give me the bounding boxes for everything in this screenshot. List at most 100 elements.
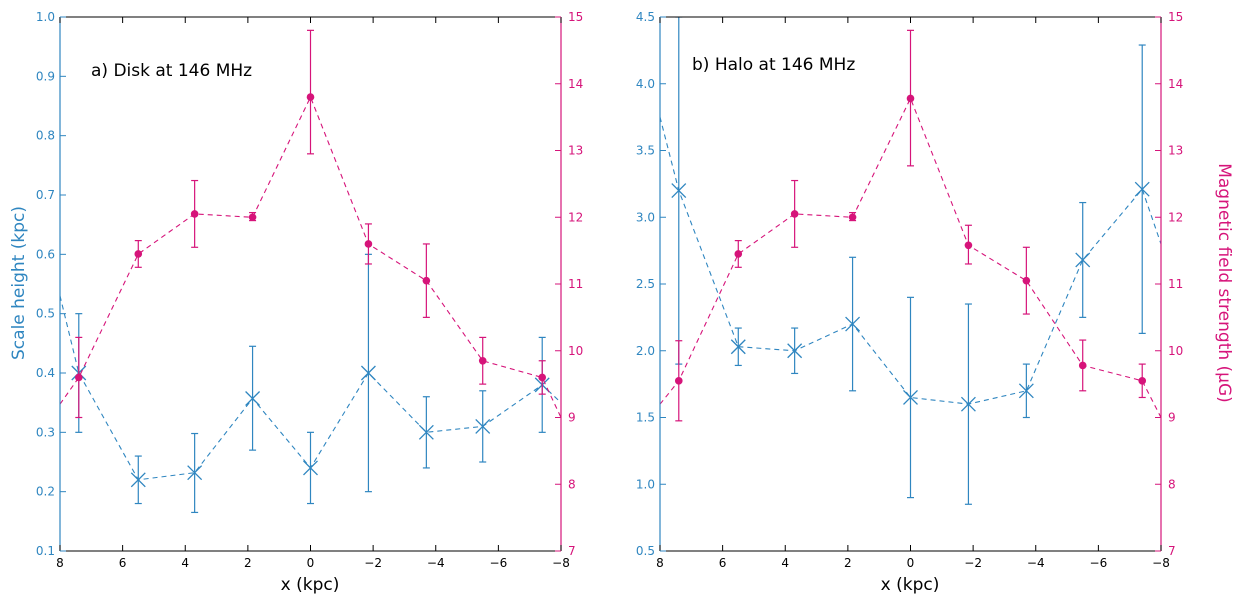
marker-stroke bbox=[360, 365, 376, 381]
marker-stroke bbox=[303, 460, 318, 476]
x-tick-label: 2 bbox=[844, 556, 852, 570]
scale-height-point bbox=[475, 418, 491, 434]
y-tick-label-right: 12 bbox=[568, 210, 583, 224]
x-axis-label: x (kpc) bbox=[881, 575, 940, 594]
scale-height-series bbox=[660, 17, 1161, 505]
y-tick-label-right: 9 bbox=[568, 411, 576, 425]
field-strength-series bbox=[60, 29, 561, 419]
field-strength-point bbox=[478, 356, 487, 365]
y-axis-label-left: Scale height (kpc) bbox=[9, 206, 29, 360]
scale-height-point bbox=[187, 465, 203, 481]
field-strength-point bbox=[674, 376, 683, 385]
field-strength-point bbox=[74, 373, 83, 382]
field-strength-point bbox=[848, 213, 857, 222]
marker-stroke bbox=[418, 424, 434, 440]
marker-stroke bbox=[245, 391, 261, 406]
x-tick-label: 4 bbox=[181, 556, 189, 570]
marker-stroke bbox=[671, 183, 687, 199]
scale-height-point bbox=[960, 396, 976, 412]
panel-halo: 8 6 4 2 0 −2 −4 −6 −8 0.5 1.0 1.5 2.0 2.5 3.0 3.5 4.0 4.5… bbox=[636, 10, 1183, 570]
y-tick-label-left: 0.7 bbox=[36, 188, 55, 202]
scale-height-point bbox=[130, 472, 146, 488]
x-tick-label: 4 bbox=[781, 556, 789, 570]
x-tick-label: −6 bbox=[1090, 556, 1108, 570]
axes: 8 6 4 2 0 −2 −4 −6 −8 0.5 1.0 1.5 2.0 2.5 3.0 3.5 4.0 4.5… bbox=[636, 10, 1183, 570]
y-tick-label-right: 11 bbox=[1168, 277, 1183, 291]
field-strength-point bbox=[248, 213, 257, 222]
x-tick-label: 8 bbox=[56, 556, 64, 570]
marker-stroke bbox=[960, 396, 976, 412]
y-tick-label-left: 2.5 bbox=[636, 277, 655, 291]
y-tick-label-left: 0.1 bbox=[36, 544, 55, 558]
panel-title: b) Halo at 146 MHz bbox=[692, 55, 855, 75]
y-tick-label-right: 14 bbox=[568, 77, 583, 91]
scale-height-point bbox=[787, 343, 803, 359]
field-strength-point bbox=[734, 250, 743, 258]
y-tick-label-right: 7 bbox=[568, 544, 576, 558]
y-tick-label-left: 1.0 bbox=[36, 10, 55, 24]
y-tick-label-left: 0.5 bbox=[36, 307, 55, 321]
field-strength-point bbox=[306, 93, 315, 101]
field-strength-point bbox=[364, 240, 373, 248]
y-tick-label-right: 13 bbox=[1168, 144, 1183, 158]
y-tick-label-left: 2.0 bbox=[636, 344, 655, 358]
marker-stroke bbox=[475, 418, 491, 434]
x-tick-label: −2 bbox=[964, 556, 982, 570]
x-tick-label: −4 bbox=[427, 556, 445, 570]
marker-stroke bbox=[845, 316, 861, 332]
scale-height-point bbox=[245, 391, 261, 406]
scale-height-point bbox=[1134, 181, 1150, 197]
scale-height-point bbox=[360, 365, 376, 381]
x-tick-label: −2 bbox=[364, 556, 382, 570]
y-tick-label-right: 8 bbox=[568, 477, 576, 491]
x-tick-label: 2 bbox=[244, 556, 252, 570]
y-tick-label-left: 0.2 bbox=[36, 485, 55, 499]
scale-height-point bbox=[303, 460, 318, 476]
plot-area: 8 6 4 2 0 −2 −4 −6 −8 0.5 1.0 1.5 2.0 2.5 3.0 3.5 4.0 4.5… bbox=[636, 10, 1183, 570]
field-strength-point bbox=[190, 210, 199, 218]
x-tick-label: −6 bbox=[490, 556, 508, 570]
scale-height-point bbox=[903, 390, 918, 405]
marker-stroke bbox=[187, 465, 203, 481]
marker-stroke bbox=[130, 472, 146, 488]
y-tick-label-left: 0.5 bbox=[636, 544, 655, 558]
y-tick-label-right: 10 bbox=[568, 344, 583, 358]
y-tick-label-left: 1.5 bbox=[636, 411, 655, 425]
x-tick-label: −4 bbox=[1027, 556, 1045, 570]
scale-height-point bbox=[671, 183, 687, 199]
y-axis-label-right: Magnetic field strength (μG) bbox=[1214, 163, 1234, 403]
scale-height-point bbox=[730, 339, 746, 355]
x-tick-label: 6 bbox=[719, 556, 727, 570]
x-tick-label: −8 bbox=[552, 556, 570, 570]
field-strength-line bbox=[660, 97, 1161, 418]
field-strength-point bbox=[1078, 361, 1087, 370]
y-tick-label-left: 0.8 bbox=[36, 129, 55, 143]
scale-height-point bbox=[1075, 252, 1091, 268]
x-axis-label: x (kpc) bbox=[281, 575, 340, 594]
y-tick-label-right: 10 bbox=[1168, 344, 1183, 358]
scale-height-point bbox=[845, 316, 861, 332]
panel-title: a) Disk at 146 MHz bbox=[91, 61, 252, 81]
panel-disk: 8 6 4 2 0 −2 −4 −6 −8 0.1 0.2 0.3 0.4 0.5 0.6 0.7 0.8 0.9… bbox=[36, 10, 583, 570]
y-tick-label-right: 14 bbox=[1168, 77, 1183, 91]
y-tick-label-left: 3.0 bbox=[636, 210, 655, 224]
y-tick-label-left: 0.4 bbox=[36, 366, 55, 380]
x-tick-label: 0 bbox=[907, 556, 915, 570]
y-tick-label-left: 4.5 bbox=[636, 10, 655, 24]
field-strength-point bbox=[134, 250, 143, 258]
scale-height-point bbox=[418, 424, 434, 440]
y-tick-label-right: 13 bbox=[568, 144, 583, 158]
y-tick-label-left: 0.9 bbox=[36, 69, 55, 83]
field-strength-point bbox=[964, 241, 973, 250]
y-tick-label-right: 12 bbox=[1168, 210, 1183, 224]
field-strength-point bbox=[906, 94, 915, 103]
plot-area: 8 6 4 2 0 −2 −4 −6 −8 0.1 0.2 0.3 0.4 0.5 0.6 0.7 0.8 0.9… bbox=[36, 10, 583, 570]
marker-stroke bbox=[730, 339, 746, 355]
x-tick-label: 0 bbox=[307, 556, 315, 570]
y-tick-label-left: 0.3 bbox=[36, 425, 55, 439]
y-tick-label-left: 0.6 bbox=[36, 247, 55, 261]
field-strength-point bbox=[422, 276, 431, 285]
x-tick-label: −8 bbox=[1152, 556, 1170, 570]
field-strength-line bbox=[60, 95, 561, 418]
